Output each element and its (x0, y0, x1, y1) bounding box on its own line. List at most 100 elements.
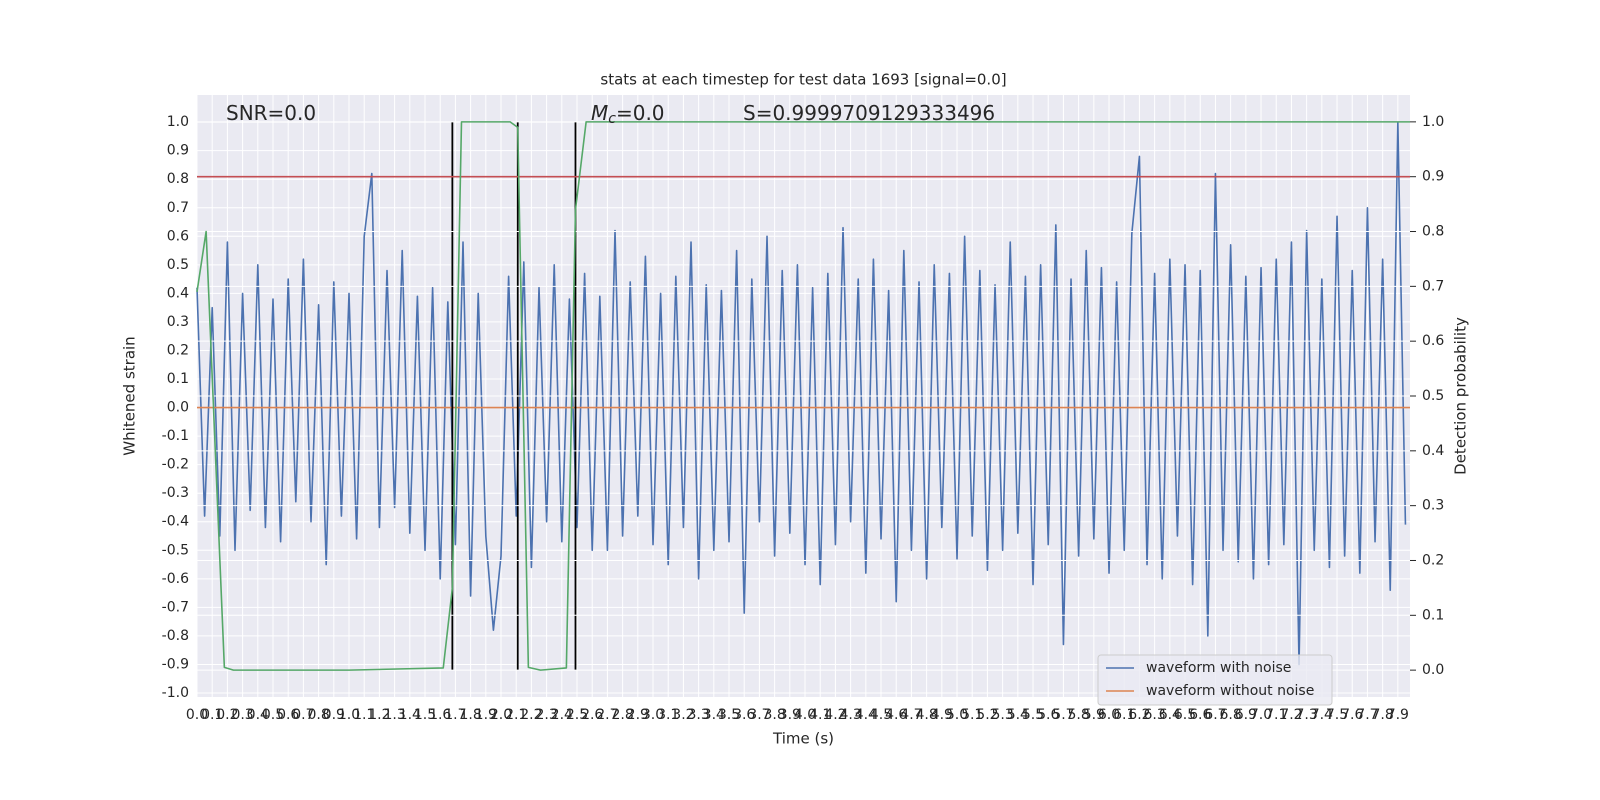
x-tick-label: 5.0 (946, 707, 968, 723)
x-tick-label: 1.4 (399, 707, 421, 723)
x-axis-label: Time (s) (772, 730, 834, 748)
x-tick-label: 4.4 (855, 707, 877, 723)
x-tick-label: 3.2 (672, 707, 694, 723)
legend-label: waveform without noise (1146, 683, 1314, 699)
x-tick-label: 6.1 (1113, 707, 1135, 723)
x-tick-label: 0.7 (292, 707, 314, 723)
x-tick-label: 7.9 (1387, 707, 1409, 723)
x-tick-label: 1.3 (383, 707, 405, 723)
y2-tick-label: 0.8 (1422, 224, 1444, 240)
x-tick-label: 6.9 (1235, 707, 1257, 723)
x-tick-label: 2.1 (505, 707, 527, 723)
y-tick-label: -0.2 (162, 457, 189, 473)
x-tick-label: 6.5 (1174, 707, 1196, 723)
y-tick-label: -1.0 (162, 685, 189, 701)
y-axis-label: Whitened strain (121, 336, 139, 455)
annotation-subscript: c (608, 111, 616, 127)
x-tick-label: 7.2 (1280, 707, 1302, 723)
x-tick-label: 3.3 (687, 707, 709, 723)
x-tick-label: 4.3 (839, 707, 861, 723)
x-tick-label: 3.9 (779, 707, 801, 723)
annotation: SNR=0.0 (226, 101, 316, 125)
y2-axis-label: Detection probability (1452, 317, 1470, 475)
x-tick-label: 0.9 (323, 707, 345, 723)
x-tick-label: 3.6 (733, 707, 755, 723)
y-tick-label: 0.1 (167, 371, 189, 387)
annotation-text: SNR=0.0 (226, 101, 316, 125)
x-tick-label: 6.0 (1098, 707, 1120, 723)
x-tick-label: 2.0 (490, 707, 512, 723)
x-tick-label: 6.8 (1220, 707, 1242, 723)
x-tick-label: 6.4 (1159, 707, 1181, 723)
y2-tick-label: 0.9 (1422, 169, 1444, 185)
data-line (196, 121, 1407, 666)
x-tick-label: 7.3 (1296, 707, 1318, 723)
x-tick-label: 3.0 (642, 707, 664, 723)
x-tick-label: 0.2 (216, 707, 238, 723)
y-tick-label: 0.2 (167, 342, 189, 358)
x-tick-label: 2.4 (551, 707, 573, 723)
annotation-symbol: M (591, 101, 608, 125)
x-tick-label: 0.3 (231, 707, 253, 723)
y-tick-label: -0.3 (162, 485, 189, 501)
chart-title: stats at each timestep for test data 169… (600, 71, 1006, 89)
x-tick-label: 1.5 (414, 707, 436, 723)
x-tick-label: 1.0 (338, 707, 360, 723)
x-tick-label: 2.6 (581, 707, 603, 723)
x-tick-label: 3.4 (703, 707, 725, 723)
x-tick-label: 0.8 (307, 707, 329, 723)
y2-tick-label: 0.3 (1422, 498, 1444, 514)
x-tick-label: 5.9 (1083, 707, 1105, 723)
x-tick-label: 1.7 (444, 707, 466, 723)
x-tick-label: 7.5 (1326, 707, 1348, 723)
x-tick-label: 5.6 (1037, 707, 1059, 723)
y-tick-label: -0.7 (162, 599, 189, 615)
x-tick-label: 5.2 (976, 707, 998, 723)
x-tick-label: 5.5 (1022, 707, 1044, 723)
x-tick-label: 2.5 (566, 707, 588, 723)
x-tick-label: 2.2 (520, 707, 542, 723)
x-tick-label: 4.6 (885, 707, 907, 723)
x-tick-label: 7.7 (1356, 707, 1378, 723)
y-tick-label: 0.4 (167, 285, 189, 301)
x-tick-label: 4.5 (870, 707, 892, 723)
x-tick-label: 5.7 (1052, 707, 1074, 723)
x-tick-label: 4.8 (915, 707, 937, 723)
data-line (196, 121, 1410, 671)
annotation: S=0.9999709129333496 (743, 101, 995, 125)
x-tick-label: 4.2 (824, 707, 846, 723)
x-tick-label: 5.4 (1007, 707, 1029, 723)
x-tick-label: 0.1 (201, 707, 223, 723)
x-tick-label: 7.1 (1265, 707, 1287, 723)
x-tick-label: 1.2 (368, 707, 390, 723)
x-tick-label: 3.8 (763, 707, 785, 723)
y-tick-label: 0.7 (167, 200, 189, 216)
x-tick-label: 6.7 (1204, 707, 1226, 723)
x-tick-label: 0.0 (186, 707, 208, 723)
y2-tick-label: 0.2 (1422, 552, 1444, 568)
x-tick-label: 4.9 (931, 707, 953, 723)
legend-label: waveform with noise (1146, 660, 1291, 676)
x-tick-label: 5.3 (991, 707, 1013, 723)
x-tick-label: 4.0 (794, 707, 816, 723)
x-tick-label: 7.6 (1341, 707, 1363, 723)
y-tick-label: -0.9 (162, 656, 189, 672)
x-tick-label: 1.1 (353, 707, 375, 723)
y-tick-label: -0.4 (162, 514, 189, 530)
x-tick-label: 7.8 (1372, 707, 1394, 723)
y-tick-label: -0.6 (162, 571, 189, 587)
annotation-text: =0.0 (616, 101, 665, 125)
y-tick-label: -0.8 (162, 628, 189, 644)
y-tick-label: 0.3 (167, 314, 189, 330)
y2-tick-label: 0.7 (1422, 278, 1444, 294)
y-tick-label: 0.9 (167, 143, 189, 159)
x-tick-label: 2.9 (627, 707, 649, 723)
x-tick-label: 4.7 (900, 707, 922, 723)
y2-tick-label: 0.6 (1422, 333, 1444, 349)
x-tick-label: 2.7 (596, 707, 618, 723)
x-tick-label: 7.4 (1311, 707, 1333, 723)
annotation-text: S=0.9999709129333496 (743, 101, 995, 125)
y-tick-label: 0.0 (167, 400, 189, 416)
